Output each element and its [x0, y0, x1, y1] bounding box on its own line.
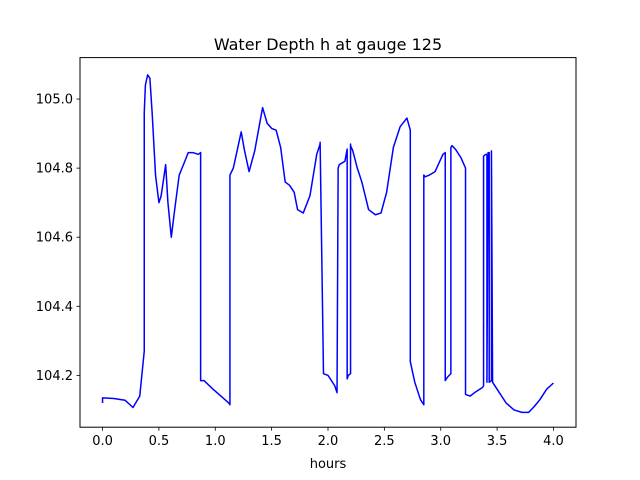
- y-tick-label: 104.6: [36, 231, 73, 246]
- y-tick-label: 104.8: [36, 162, 73, 177]
- x-axis-label: hours: [310, 457, 347, 472]
- y-tick-label: 104.2: [36, 369, 73, 384]
- x-tick-label: 0.5: [149, 434, 170, 449]
- y-tick-label: 104.4: [36, 300, 73, 315]
- x-tick-label: 2.0: [318, 434, 339, 449]
- x-tick-label: 3.5: [487, 434, 508, 449]
- chart-title: Water Depth h at gauge 125: [214, 35, 442, 54]
- y-axis: 104.2 104.4 104.6 104.8 105.0: [36, 93, 80, 384]
- x-tick-label: 0.0: [92, 434, 113, 449]
- x-tick-label: 4.0: [543, 434, 564, 449]
- plot-area: [101, 74, 554, 414]
- x-tick-label: 2.5: [374, 434, 395, 449]
- x-axis: 0.0 0.5 1.0 1.5 2.0 2.5 3.0 3.5 4.0: [92, 427, 564, 449]
- series-line-0: [101, 74, 554, 414]
- x-tick-label: 1.5: [261, 434, 282, 449]
- y-tick-label: 105.0: [36, 93, 73, 108]
- x-tick-label: 3.0: [430, 434, 451, 449]
- x-tick-label: 1.0: [205, 434, 226, 449]
